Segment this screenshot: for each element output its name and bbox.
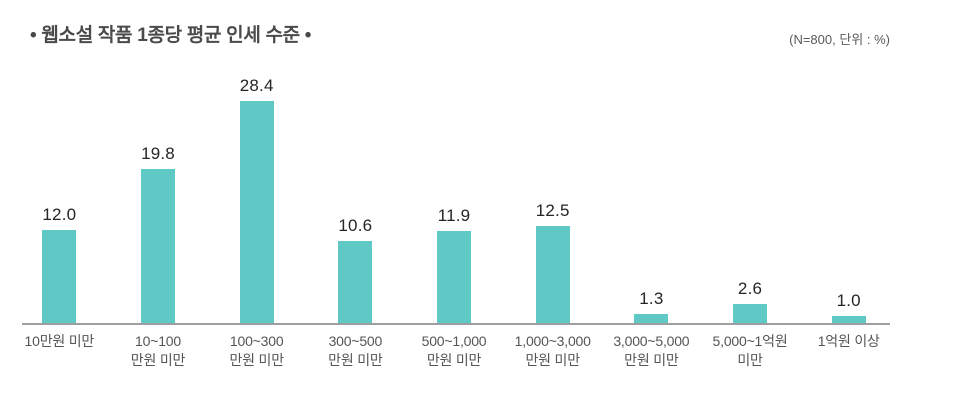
category-label: 1억원 이상: [799, 332, 898, 370]
category-label-line: 5,000~1억원: [712, 333, 788, 349]
bar-column: 11.9: [405, 56, 504, 324]
category-label-line: 만원 미만: [525, 352, 580, 368]
category-label: 300~500 만원 미만: [306, 332, 405, 370]
category-label-line: 만원 미만: [426, 352, 482, 368]
value-label: 12.5: [535, 200, 570, 220]
category-label: 10만원 미만: [10, 332, 109, 370]
bar: [831, 316, 866, 324]
sample-size-note: (N=800, 단위 : %): [789, 32, 890, 47]
category-label-line: 만원 미만: [229, 352, 284, 368]
value-label: 2.6: [737, 278, 763, 298]
bar: [239, 101, 274, 324]
category-label-line: 100~300: [229, 333, 284, 349]
category-label-line: 10~100: [135, 333, 181, 349]
bar-column: 1.0: [799, 56, 898, 324]
bar: [535, 225, 570, 324]
chart-title: • 웹소설 작품 1종당 평균 인세 수준 •: [30, 25, 312, 46]
category-label-line: 만원 미만: [328, 352, 383, 368]
bar-column: 1.3: [602, 56, 701, 324]
bar-column: 2.6: [701, 56, 800, 324]
bar-column: 19.8: [109, 56, 208, 324]
category-label: 100~300 만원 미만: [207, 332, 306, 370]
value-label: 1.0: [836, 291, 861, 311]
category-label: 1,000~3,000 만원 미만: [503, 332, 602, 370]
category-label-line: 1억원 이상: [817, 333, 880, 349]
category-label: 5,000~1억원 미만: [701, 332, 800, 370]
category-label-line: 300~500: [328, 333, 383, 349]
category-label: 10~100 만원 미만: [109, 332, 208, 370]
bar: [437, 230, 472, 324]
value-label: 1.3: [639, 288, 664, 308]
category-label: 3,000~5,000 만원 미만: [602, 332, 701, 370]
category-label-line: 3,000~5,000: [613, 333, 690, 349]
value-label: 28.4: [239, 76, 274, 96]
category-label-line: 미만: [737, 352, 763, 368]
bar: [141, 168, 175, 324]
category-label-line: 500~1,000: [421, 333, 487, 349]
bar-column: 10.6: [306, 56, 405, 324]
value-label: 11.9: [437, 205, 471, 225]
category-label: 500~1,000 만원 미만: [405, 332, 504, 370]
category-labels-row: 10만원 미만 10~100 만원 미만 100~300 만원 미만 300~5…: [10, 332, 898, 370]
bar: [338, 240, 373, 324]
bar: [634, 313, 669, 324]
bar-chart-plot-area: 12.0 19.8 28.4 10.6 11.9 12.5 1.3 2.6: [10, 56, 898, 324]
category-label-line: 1,000~3,000: [514, 333, 591, 349]
bar: [42, 229, 77, 324]
bar-column: 12.5: [503, 56, 602, 324]
category-label-line: 10만원 미만: [24, 333, 95, 349]
bar-column: 28.4: [207, 56, 306, 324]
value-label: 12.0: [42, 204, 77, 224]
value-label: 19.8: [141, 143, 175, 163]
x-axis-line: [22, 323, 890, 325]
bar: [733, 303, 768, 324]
bar-column: 12.0: [10, 56, 109, 324]
category-label-line: 만원 미만: [624, 352, 679, 368]
value-label: 10.6: [338, 215, 373, 235]
category-label-line: 만원 미만: [130, 352, 186, 368]
